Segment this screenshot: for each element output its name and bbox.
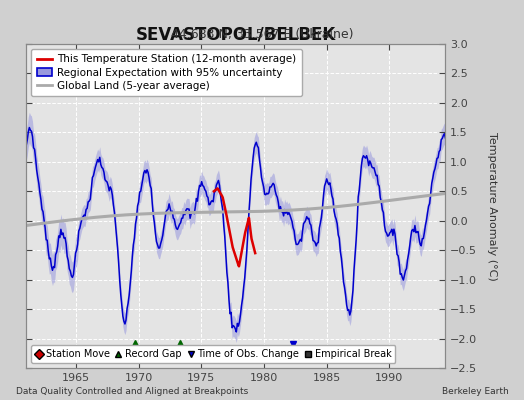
Title: SEVASTOPOL/BELBEK: SEVASTOPOL/BELBEK — [136, 26, 336, 44]
Text: Berkeley Earth: Berkeley Earth — [442, 387, 508, 396]
Legend: Station Move, Record Gap, Time of Obs. Change, Empirical Break: Station Move, Record Gap, Time of Obs. C… — [31, 345, 396, 363]
Text: 44.683 N, 33.567 E (Ukraine): 44.683 N, 33.567 E (Ukraine) — [171, 28, 353, 41]
Text: Data Quality Controlled and Aligned at Breakpoints: Data Quality Controlled and Aligned at B… — [16, 387, 248, 396]
Y-axis label: Temperature Anomaly (°C): Temperature Anomaly (°C) — [487, 132, 497, 280]
